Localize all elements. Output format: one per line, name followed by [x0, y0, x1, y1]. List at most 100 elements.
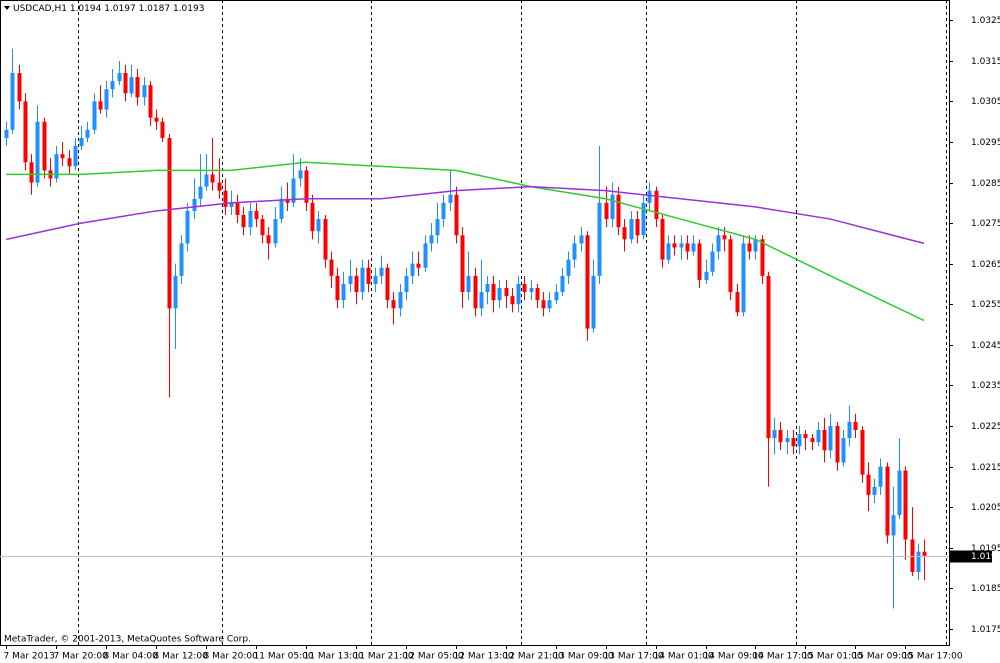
candle-body — [866, 474, 871, 495]
y-tick-label: 1.0235 — [971, 381, 1000, 391]
candle-body — [835, 425, 840, 463]
y-tick-label: 1.0205 — [971, 503, 1000, 513]
candle-body — [304, 170, 309, 203]
y-tick-label: 1.0285 — [971, 179, 1000, 189]
candle-body — [903, 470, 908, 540]
y-tick-label: 1.0305 — [971, 97, 1000, 107]
candle-body — [679, 243, 684, 248]
candle-body — [560, 275, 565, 293]
candle-body — [647, 190, 652, 203]
candle-body — [223, 190, 228, 207]
candle-body — [148, 85, 153, 118]
y-tick-label: 1.0245 — [971, 341, 1000, 351]
candle-body — [666, 243, 671, 260]
candle-body — [298, 170, 303, 179]
candle-body — [604, 202, 609, 220]
candle-body — [466, 275, 471, 293]
x-tick-label: 15 Mar 01:00 — [803, 652, 863, 662]
y-tick-label: 1.0295 — [971, 138, 1000, 148]
candle-body — [704, 271, 709, 280]
y-tick-label: 1.0255 — [971, 300, 1000, 310]
candle-body — [853, 421, 858, 430]
candle-body — [635, 219, 640, 236]
candle-body — [735, 292, 740, 313]
candle-body — [547, 300, 552, 309]
candle-body — [510, 296, 515, 305]
candle-body — [716, 235, 721, 252]
candle-body — [747, 243, 752, 252]
candle-body — [566, 259, 571, 276]
x-tick-label: 14 Mar 01:00 — [654, 652, 714, 662]
candle-body — [828, 425, 833, 451]
x-tick-label: 13 Mar 17:00 — [604, 652, 664, 662]
candle-body — [885, 466, 890, 536]
candle-body — [404, 275, 409, 293]
candle-body — [154, 117, 159, 122]
candle-body — [85, 129, 90, 138]
candle-body — [73, 146, 78, 167]
candle-body — [622, 227, 627, 240]
x-tick-label: 15 Mar 09:00 — [853, 652, 913, 662]
candle-body — [35, 121, 40, 183]
candle-body — [391, 300, 396, 309]
candle-body — [591, 275, 596, 329]
x-tick-label: 8 Mar 20:00 — [204, 652, 259, 662]
candle-body — [753, 239, 758, 252]
candle-body — [279, 198, 284, 220]
header-high: 1.0197 — [104, 4, 136, 14]
candle-body — [629, 219, 634, 240]
candle-body — [803, 434, 808, 439]
candle-body — [691, 243, 696, 252]
candle-body — [198, 186, 203, 199]
candle-body — [585, 235, 590, 329]
x-tick-label: 7 Mar 2013 — [4, 652, 55, 662]
moving-average — [6, 161, 925, 322]
x-tick-label: 15 Mar 17:00 — [903, 652, 963, 662]
candle-body — [741, 243, 746, 313]
candle-body — [398, 292, 403, 309]
candle-body — [423, 243, 428, 268]
candle-body — [535, 288, 540, 301]
candle-body — [160, 121, 165, 138]
candle-body — [641, 202, 646, 236]
candle-body — [142, 85, 147, 98]
candle-body — [341, 283, 346, 301]
candle-body — [229, 202, 234, 207]
y-tick-label: 1.0315 — [971, 57, 1000, 67]
candle-body — [323, 219, 328, 260]
candle-body — [822, 430, 827, 451]
y-tick-label: 1.0185 — [971, 584, 1000, 594]
candle-body — [366, 267, 371, 284]
candle-body — [42, 121, 47, 171]
candle-body — [285, 198, 290, 203]
moving-average — [6, 185, 925, 245]
candle-body — [847, 421, 852, 439]
header-open: 1.0194 — [70, 4, 102, 14]
candle-body — [241, 215, 246, 228]
candle-body — [479, 292, 484, 309]
candle-body — [329, 259, 334, 276]
candle-body — [554, 292, 559, 301]
x-tick-label: 11 Mar 21:00 — [354, 652, 414, 662]
y-tick-label: 1.0325 — [971, 16, 1000, 26]
candle-body — [248, 210, 253, 228]
candle-body — [491, 283, 496, 301]
candle-body — [54, 154, 59, 179]
candle-body — [778, 430, 783, 443]
candle-body — [697, 243, 702, 280]
y-tick-label: 1.0195 — [971, 544, 1000, 554]
candle-body — [791, 438, 796, 447]
candle-body — [385, 267, 390, 301]
candle-body — [485, 283, 490, 293]
candle-body — [785, 438, 790, 443]
candle-body — [772, 430, 777, 439]
candle-body — [10, 73, 15, 130]
candle-body — [379, 267, 384, 276]
candle-body — [98, 101, 103, 110]
candle-body — [173, 275, 178, 309]
candle-body — [192, 198, 197, 211]
menu-arrow[interactable] — [4, 6, 10, 10]
candle-body — [872, 486, 877, 495]
x-tick-label: 11 Mar 05:00 — [254, 652, 314, 662]
